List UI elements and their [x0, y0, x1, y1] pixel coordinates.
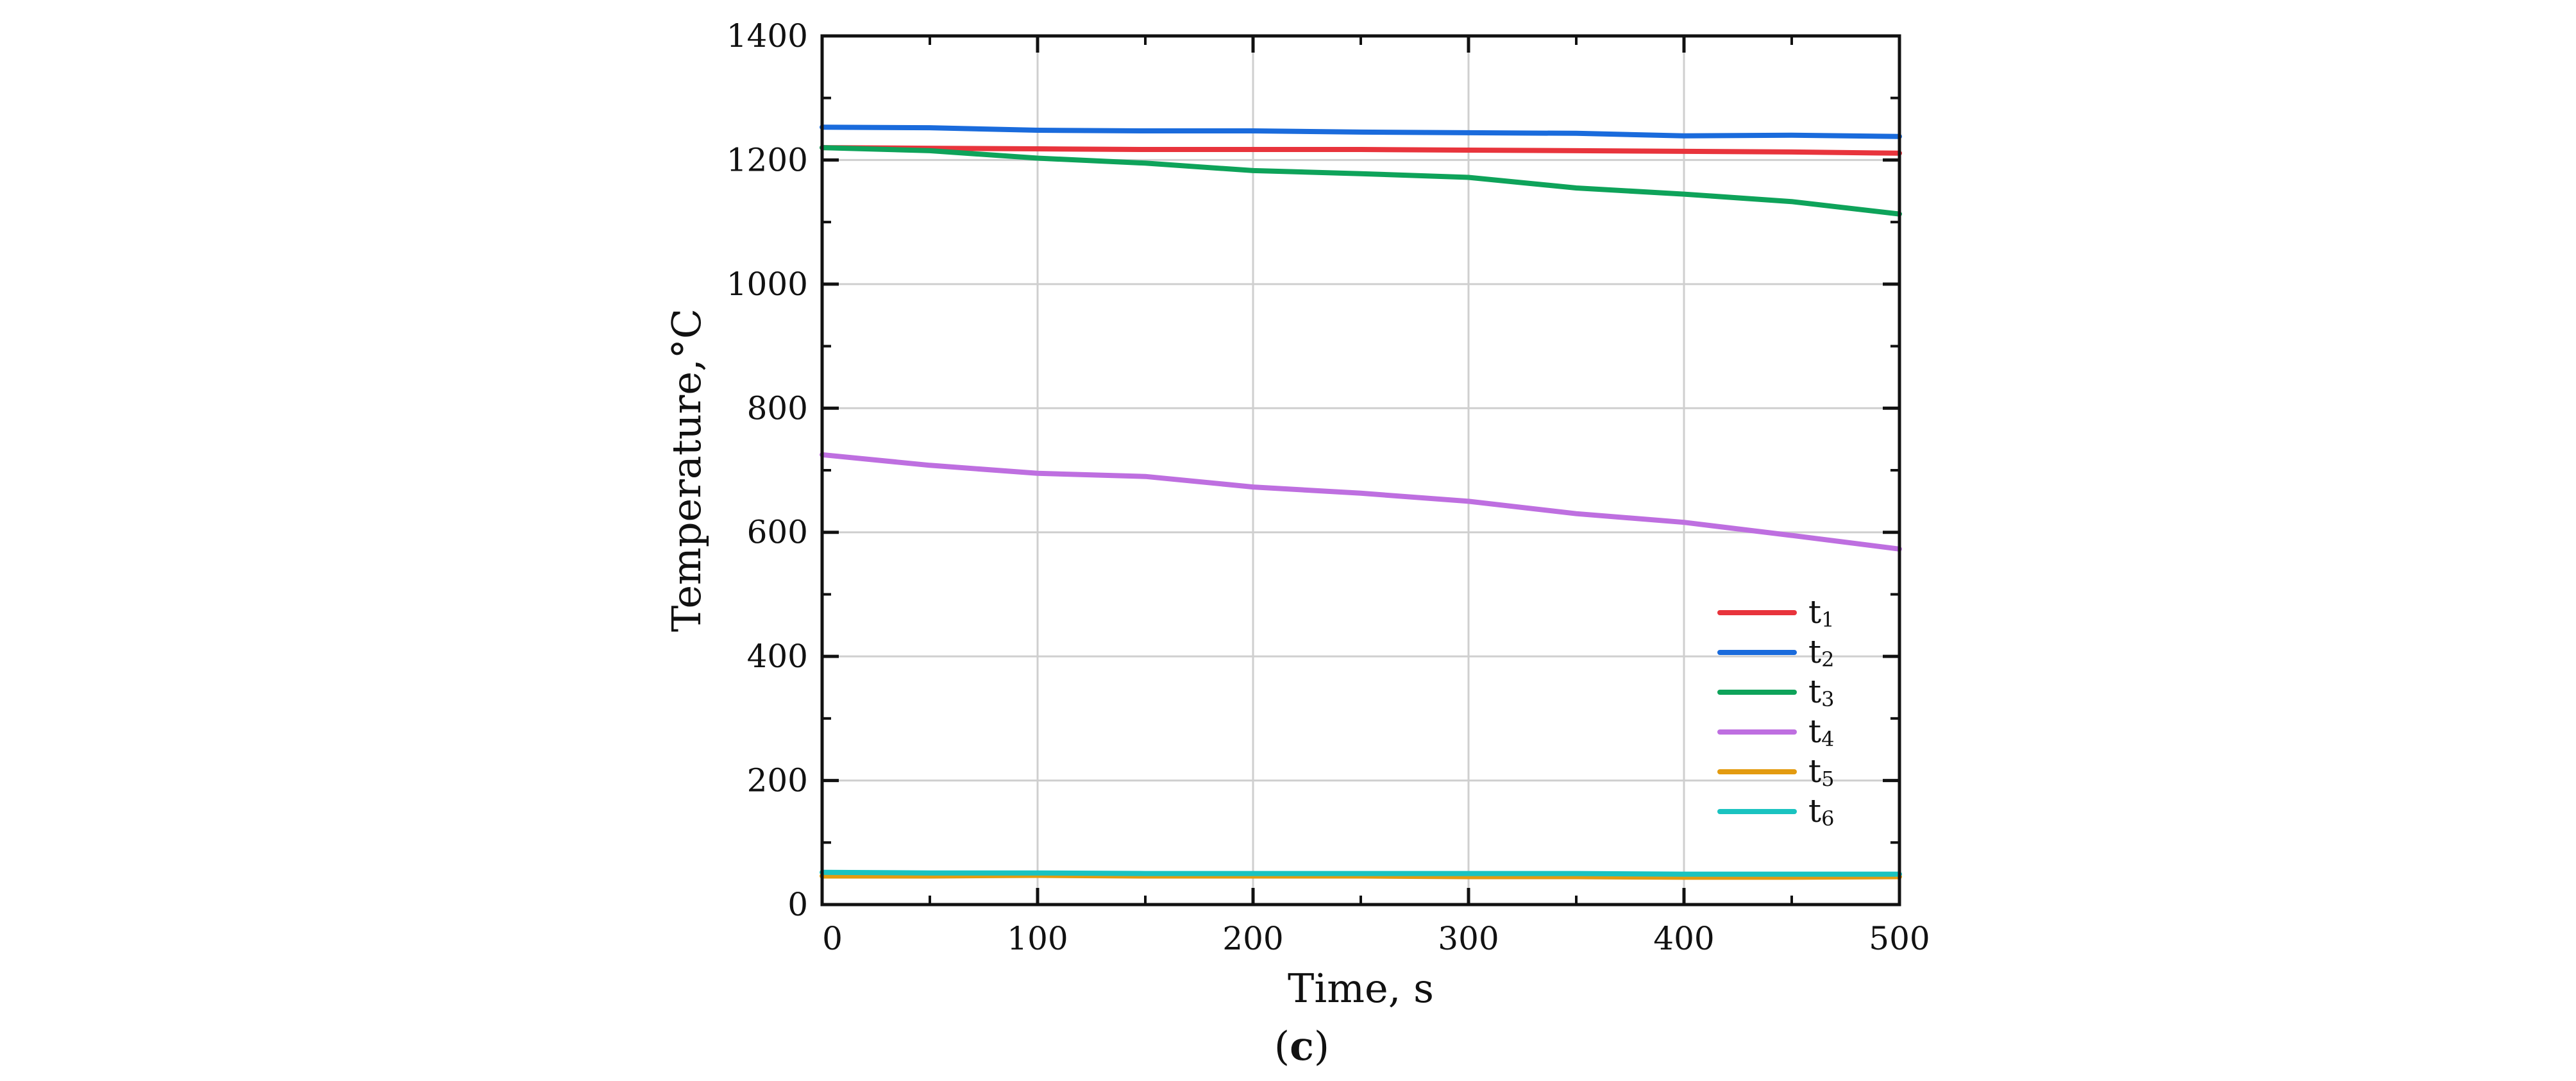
y-tick-label: 800 [747, 389, 808, 427]
caption-letter: c [1290, 1023, 1314, 1069]
series-line-t3 [820, 145, 1902, 217]
legend-label-base: t [1808, 753, 1821, 790]
legend-label-subscript: 4 [1821, 727, 1834, 751]
x-axis-title: Time, s [1288, 965, 1434, 1012]
series-line-t6 [820, 869, 1902, 877]
legend-label-base: t [1808, 713, 1821, 750]
x-tick-label: 300 [1438, 920, 1499, 957]
x-tick-label: 100 [1007, 920, 1068, 957]
legend-label-t4: t4 [1808, 713, 1834, 751]
y-tick-label: 1400 [727, 17, 808, 55]
legend-label-t6: t6 [1808, 792, 1834, 831]
legend-label-subscript: 1 [1821, 608, 1834, 632]
axis-ticks [820, 34, 1901, 907]
legend-label-subscript: 6 [1821, 806, 1834, 831]
legend-label-base: t [1808, 792, 1821, 830]
y-tick-label: 600 [747, 514, 808, 551]
x-tick-label: 200 [1222, 920, 1283, 957]
legend-label-subscript: 3 [1821, 687, 1834, 711]
y-tick-label: 1000 [727, 266, 808, 303]
y-tick-label: 0 [787, 886, 808, 923]
legend-label-t3: t3 [1808, 673, 1834, 711]
y-tick-label: 1200 [727, 141, 808, 178]
caption-close: ) [1314, 1023, 1329, 1069]
figure-caption: (c) [1274, 1023, 1329, 1069]
x-tick-label: 500 [1869, 920, 1930, 957]
y-axis-title: Temperature,°C [663, 309, 710, 632]
legend-label-t1: t1 [1808, 593, 1834, 632]
series-lines [820, 124, 1902, 880]
legend-label-base: t [1808, 673, 1821, 710]
caption-open: ( [1274, 1023, 1290, 1069]
legend-label-t5: t5 [1808, 753, 1834, 791]
y-tick-label: 200 [747, 762, 808, 799]
tick-labels: 0 100 200 300 400 500 0 200 400 600 800 1000 1200 140… [727, 17, 1930, 957]
series-line-t4 [820, 452, 1902, 552]
legend-label-subscript: 5 [1821, 767, 1834, 791]
gridlines [822, 36, 1899, 905]
series-line-t2 [820, 124, 1902, 139]
x-tick-label: 400 [1653, 920, 1714, 957]
legend-label-t2: t2 [1808, 633, 1834, 672]
legend-label-base: t [1808, 593, 1821, 631]
legend-label-base: t [1808, 633, 1821, 670]
x-tick-label: 0 [822, 920, 843, 957]
legend-label-subscript: 2 [1821, 647, 1834, 672]
series-line-t1 [820, 145, 1902, 156]
y-tick-label: 400 [747, 638, 808, 675]
